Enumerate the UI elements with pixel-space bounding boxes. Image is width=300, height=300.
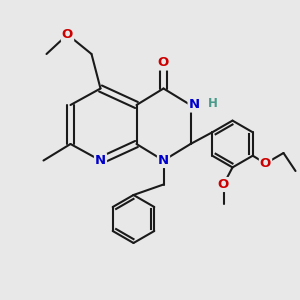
Text: O: O xyxy=(158,56,169,70)
Text: N: N xyxy=(158,154,169,167)
Text: O: O xyxy=(218,178,229,191)
Text: N: N xyxy=(188,98,200,112)
Text: O: O xyxy=(62,28,73,41)
Text: N: N xyxy=(95,154,106,167)
Text: O: O xyxy=(260,157,271,170)
Text: H: H xyxy=(208,97,218,110)
